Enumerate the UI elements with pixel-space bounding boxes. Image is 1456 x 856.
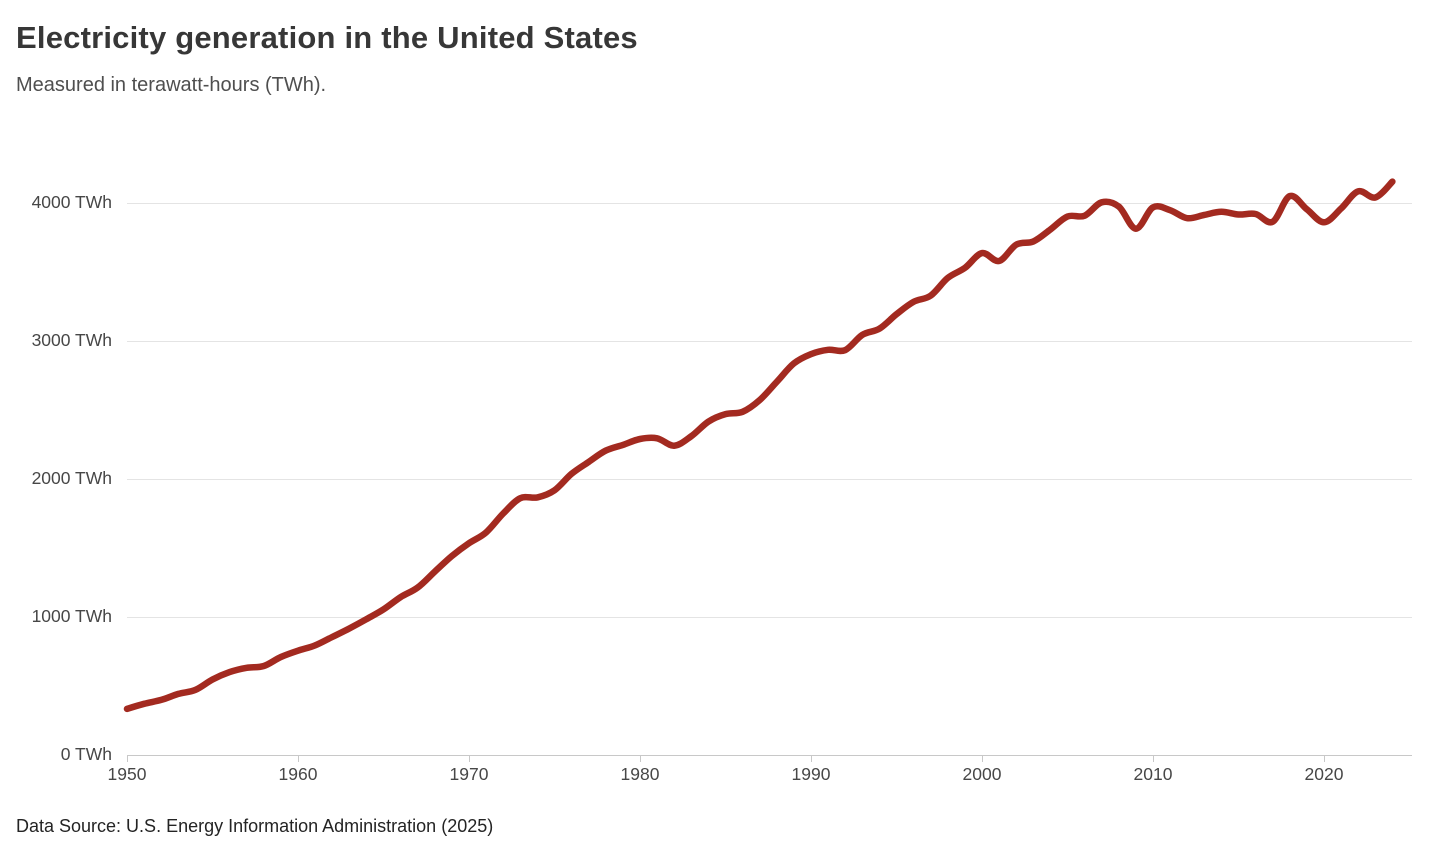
x-axis-baseline (127, 754, 1412, 756)
x-axis-tick-label: 1990 (791, 764, 831, 784)
y-axis-tick-label: 4000 TWh (31, 192, 112, 212)
gridline (127, 616, 1412, 618)
x-axis-tick (297, 755, 299, 762)
gridline (127, 478, 1412, 480)
page-subtitle: Measured in terawatt-hours (TWh). (16, 74, 327, 96)
x-axis-tick-label: 1980 (620, 764, 660, 784)
x-axis-tick-label: 1970 (449, 764, 489, 784)
x-axis-tick (981, 755, 983, 762)
x-axis-tick (810, 755, 812, 762)
data-source: Data Source: U.S. Energy Information Adm… (16, 816, 494, 836)
gridline (127, 202, 1412, 204)
x-axis-tick (1323, 755, 1325, 762)
x-axis-tick (639, 755, 641, 762)
x-axis-tick (126, 755, 128, 762)
x-axis-tick-label: 2020 (1304, 764, 1344, 784)
y-axis-tick-label: 1000 TWh (31, 606, 112, 626)
x-axis-tick (468, 755, 470, 762)
y-axis-tick-label: 0 TWh (60, 744, 112, 764)
x-axis-tick-label: 1960 (278, 764, 318, 784)
x-axis-tick-label: 2010 (1133, 764, 1173, 784)
y-axis-tick-label: 3000 TWh (31, 330, 112, 350)
gridline (127, 340, 1412, 342)
electricity-generation-line (123, 178, 1396, 713)
y-axis-tick-label: 2000 TWh (31, 468, 112, 488)
x-axis-tick (1152, 755, 1154, 762)
x-axis-tick-label: 2000 (962, 764, 1002, 784)
x-axis-tick-label: 1950 (107, 764, 147, 784)
page-title: Electricity generation in the United Sta… (16, 20, 638, 55)
